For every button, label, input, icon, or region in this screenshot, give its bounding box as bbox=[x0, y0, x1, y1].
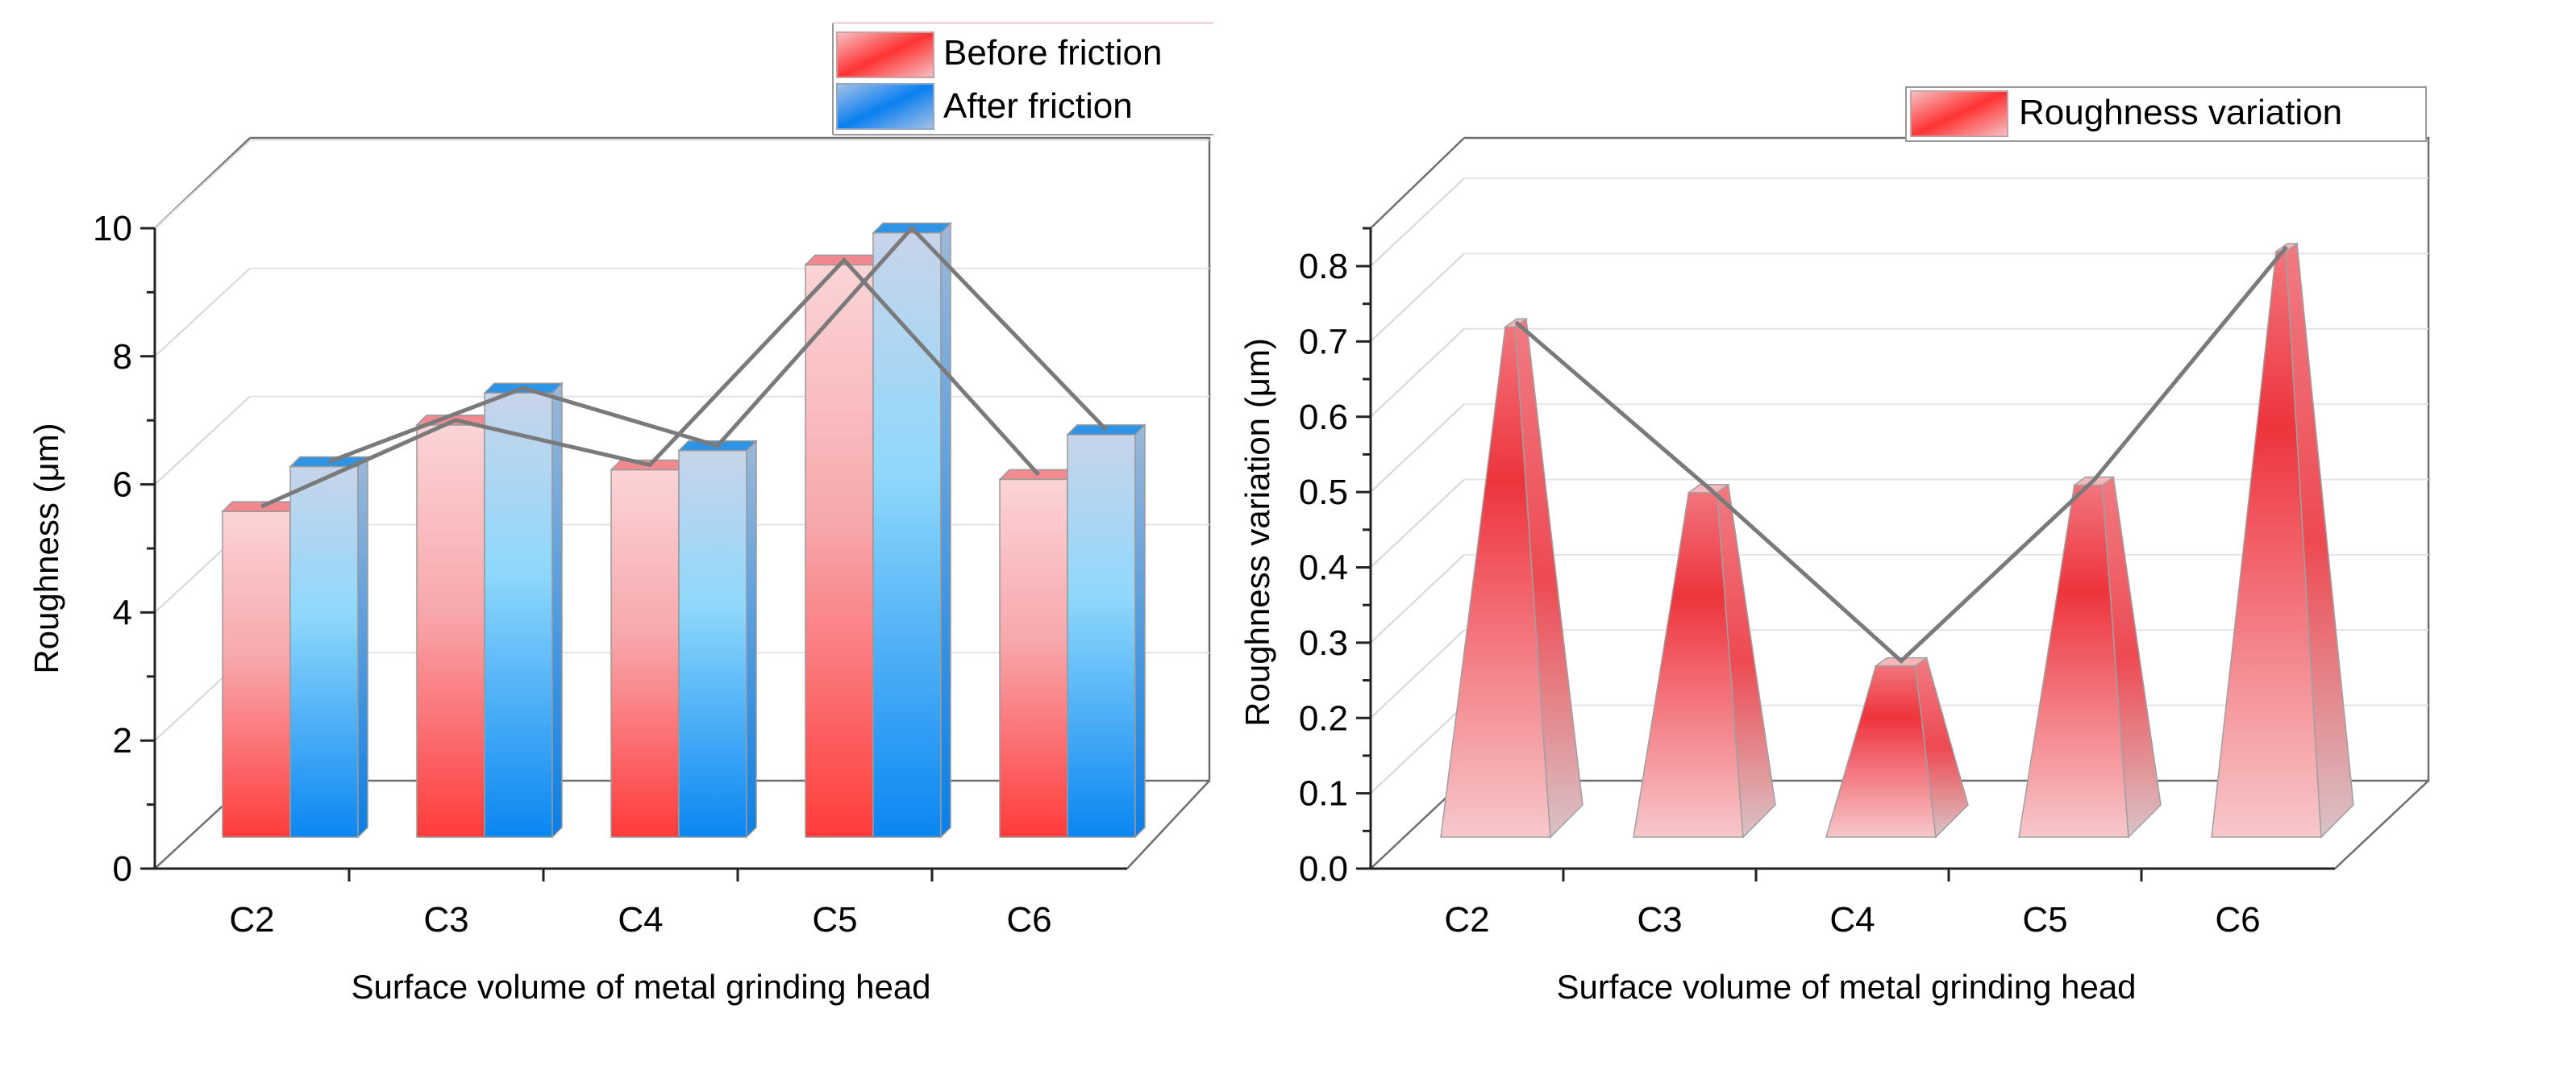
right-grid-diagonal bbox=[1370, 478, 1465, 569]
right-floor-right bbox=[2334, 780, 2429, 869]
left-x-tick-label: C5 bbox=[812, 900, 857, 940]
left-grid-diagonal bbox=[154, 268, 251, 357]
right-connecting-lines bbox=[1514, 245, 2288, 664]
left-chart: 0 2 4 6 8 10 C2 C3 C4 C5 C6 Surface volume of met… bbox=[27, 23, 1213, 1006]
left-bar-side bbox=[746, 439, 757, 839]
legend-swatch-after bbox=[836, 83, 934, 130]
left-bar-before-C5 bbox=[805, 264, 874, 838]
right-y-tick-label: 0.1 bbox=[1299, 774, 1348, 814]
left-x-tick-label: C6 bbox=[1006, 900, 1051, 940]
right-pyramids bbox=[1440, 242, 2354, 839]
left-grid-diagonal bbox=[154, 395, 251, 486]
right-y-tick-label: 0.5 bbox=[1299, 473, 1348, 512]
left-bar-before-C4 bbox=[610, 469, 680, 838]
left-bar-side bbox=[940, 221, 951, 839]
left-connecting-lines bbox=[260, 225, 1108, 509]
left-y-tick-label: 10 bbox=[93, 209, 132, 248]
right-chart: 0.0 0.1 0.2 0.3 0.4 0.5 0.6 0.7 0.8 C2 C3 C4 C5 C6 S… bbox=[1238, 86, 2430, 1006]
right-grid-diagonal bbox=[1370, 403, 1465, 493]
right-y-tick-label: 0.3 bbox=[1299, 623, 1348, 663]
left-bar-after-C3 bbox=[484, 392, 553, 838]
right-grid-diagonal bbox=[1370, 704, 1465, 794]
left-y-tick-label: 6 bbox=[113, 465, 132, 505]
legend-label-variation: Roughness variation bbox=[2019, 93, 2342, 132]
left-legend: Before friction After friction bbox=[832, 23, 1213, 135]
left-y-tick-label: 2 bbox=[113, 721, 132, 761]
left-bar-after-C4 bbox=[678, 449, 747, 838]
left-y-tick-label: 0 bbox=[113, 849, 132, 889]
left-bar-after-C2 bbox=[289, 465, 359, 838]
left-bar-side bbox=[357, 455, 368, 839]
left-x-tick-label: C4 bbox=[618, 900, 663, 940]
right-y-ticks: 0.0 0.1 0.2 0.3 0.4 0.5 0.6 0.7 0.8 bbox=[1299, 227, 1371, 889]
left-line-before bbox=[260, 256, 1040, 509]
left-x-tick-label: C3 bbox=[423, 900, 468, 940]
left-x-axis-title: Surface volume of metal grinding head bbox=[351, 968, 930, 1006]
legend-label-after: After friction bbox=[943, 86, 1133, 126]
right-y-tick-label: 0.6 bbox=[1299, 398, 1348, 437]
right-grid-diagonal bbox=[1370, 554, 1465, 644]
left-x-ticks: C2 C3 C4 C5 C6 bbox=[229, 869, 1052, 940]
right-x-tick-label: C3 bbox=[1637, 900, 1682, 940]
left-bar-before-C2 bbox=[222, 511, 291, 838]
right-grid-diagonal bbox=[1370, 252, 1465, 343]
left-x-tick-label: C2 bbox=[229, 900, 274, 940]
right-y-tick-label: 0.7 bbox=[1299, 322, 1348, 361]
right-y-tick-label: 0.0 bbox=[1299, 849, 1348, 889]
left-bar-side bbox=[551, 381, 563, 839]
left-y-axis-title: Roughness (μm) bbox=[27, 423, 65, 673]
right-legend: Roughness variation bbox=[1905, 86, 2427, 142]
legend-swatch-before bbox=[836, 31, 934, 78]
right-grid-diagonal bbox=[1370, 328, 1465, 418]
right-y-tick-label: 0.2 bbox=[1299, 698, 1348, 738]
right-x-ticks: C2 C3 C4 C5 C6 bbox=[1444, 869, 2261, 940]
right-x-tick-label: C2 bbox=[1444, 900, 1489, 940]
left-y-tick-label: 4 bbox=[113, 593, 132, 632]
left-bar-after-C5 bbox=[872, 231, 942, 838]
right-x-tick-label: C4 bbox=[1829, 900, 1875, 940]
left-line-after bbox=[328, 225, 1108, 464]
right-y-tick-label: 0.8 bbox=[1299, 247, 1348, 286]
left-y-tick-label: 8 bbox=[113, 337, 132, 377]
left-bar-side bbox=[1134, 423, 1146, 839]
right-y-axis-title: Roughness variation (μm) bbox=[1238, 338, 1276, 727]
left-floor-right bbox=[1126, 780, 1210, 869]
right-grid-diagonal bbox=[1370, 629, 1465, 719]
right-grid-diagonal bbox=[1370, 177, 1465, 267]
right-y-tick-label: 0.4 bbox=[1299, 548, 1348, 588]
left-bar-before-C3 bbox=[416, 424, 485, 838]
left-y-ticks: 0 2 4 6 8 10 bbox=[93, 209, 155, 889]
right-x-tick-label: C6 bbox=[2215, 900, 2260, 940]
left-bar-before-C6 bbox=[999, 478, 1068, 838]
left-grid-diagonal bbox=[154, 140, 251, 229]
left-bar-after-C6 bbox=[1067, 434, 1136, 838]
legend-swatch-variation bbox=[1910, 90, 2008, 137]
right-left-edge bbox=[1370, 137, 1465, 229]
right-x-tick-label: C5 bbox=[2022, 900, 2067, 940]
right-x-axis-title: Surface volume of metal grinding head bbox=[1556, 968, 2136, 1006]
legend-label-before: Before friction bbox=[943, 33, 1162, 73]
right-line-variation bbox=[1514, 245, 2288, 664]
left-bars bbox=[221, 221, 1147, 839]
